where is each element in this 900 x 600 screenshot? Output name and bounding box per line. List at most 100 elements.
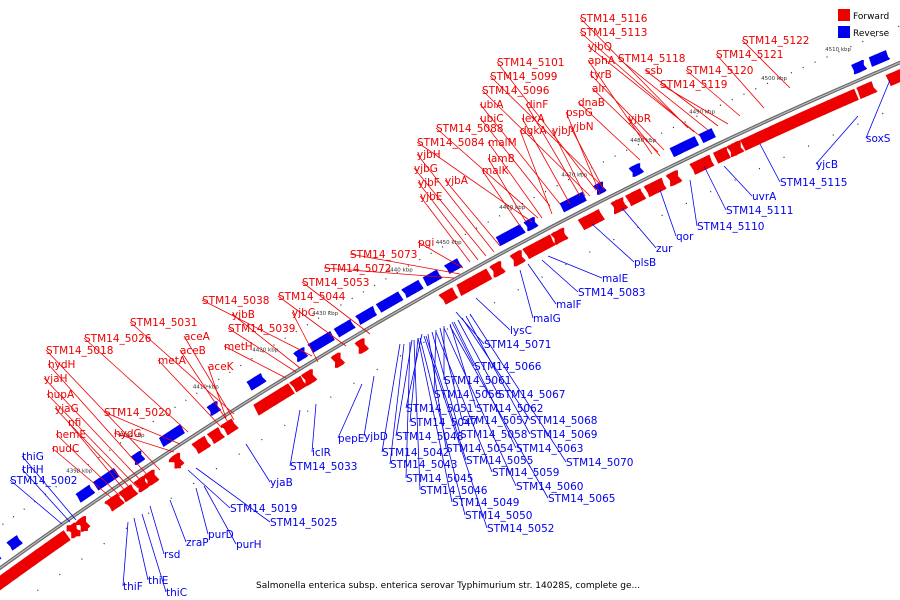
forward-gene-head	[284, 383, 299, 393]
reverse-gene	[307, 331, 335, 354]
dna-backbone	[0, 25, 900, 600]
forward-leader-line	[416, 141, 533, 223]
forward-leader-line	[201, 299, 313, 357]
reverse-gene-label: plsB	[634, 257, 656, 269]
forward-gene-label: STM14_5018	[46, 345, 113, 357]
forward-gene	[220, 418, 239, 436]
forward-gene-label: hemE	[56, 429, 86, 441]
forward-gene-label: yjbH	[417, 149, 441, 161]
forward-leader-line	[291, 311, 319, 363]
reverse-leader-line	[413, 339, 421, 491]
forward-gene	[191, 435, 212, 454]
forward-gene-label: pgi	[418, 237, 434, 249]
forward-gene	[289, 375, 308, 393]
forward-gene-head	[138, 477, 153, 487]
reverse-leader-line	[409, 337, 419, 423]
forward-leader-line	[551, 129, 586, 197]
forward-gene-label: STM14_5122	[742, 35, 809, 47]
forward-gene-label: ubiA	[480, 99, 504, 111]
reverse-leader-line	[21, 455, 77, 521]
reverse-gene-label: STM14_5110	[697, 221, 764, 233]
forward-leader-line	[496, 61, 597, 191]
forward-gene-head	[60, 530, 75, 540]
reverse-gene	[158, 424, 185, 447]
forward-leader-line	[277, 295, 347, 347]
forward-gene-label: STM14_5101	[497, 57, 564, 69]
forward-leader-line	[644, 69, 719, 127]
forward-gene-label: STM14_5039	[228, 323, 295, 335]
reverse-gene-label: STM14_5061	[444, 375, 511, 387]
forward-leader-line	[416, 153, 495, 253]
tick-label: 4450 kbp	[436, 240, 462, 246]
forward-gene-label: dnaB	[578, 97, 605, 109]
reverse-gene	[92, 467, 120, 491]
forward-leader-line	[479, 103, 561, 205]
tick-label: 4420 kbp	[252, 347, 278, 353]
forward-leader-line	[627, 117, 661, 157]
legend-forward-label: Forward	[853, 12, 889, 22]
reverse-leader-line	[591, 223, 635, 263]
reverse-gene-head	[846, 66, 860, 73]
forward-gene-label: yjbC	[292, 307, 315, 319]
forward-gene-label: yjbF	[418, 177, 440, 189]
forward-gene-label: yjbG	[414, 163, 438, 175]
forward-leader-line	[55, 433, 121, 497]
forward-leader-line	[323, 267, 455, 279]
reverse-leader-line	[455, 311, 485, 345]
forward-gene-label: aceK	[208, 361, 235, 373]
forward-gene-head	[670, 172, 686, 180]
forward-gene-label: malM	[488, 137, 517, 149]
forward-gene-label: yjbJ	[552, 125, 571, 137]
forward-gene-head	[865, 83, 882, 91]
forward-gene-label: dgkA	[520, 125, 547, 137]
forward-leader-line	[207, 365, 227, 419]
forward-gene	[522, 234, 556, 260]
forward-leader-line	[435, 127, 539, 219]
forward-gene-label: nudC	[52, 443, 79, 455]
forward-leader-line	[417, 241, 464, 269]
reverse-leader-line	[122, 521, 129, 587]
reverse-leader-line	[9, 479, 63, 525]
forward-gene-label: STM14_5084	[417, 137, 485, 149]
reverse-gene-head	[4, 542, 16, 551]
reverse-gene-label: STM14_5043	[390, 459, 457, 471]
reverse-gene	[333, 319, 356, 338]
forward-gene	[168, 452, 185, 469]
forward-leader-line	[103, 411, 181, 445]
forward-gene-label: STM14_5072	[324, 263, 391, 275]
forward-gene	[206, 427, 225, 444]
forward-gene-label: STM14_5116	[580, 13, 648, 25]
reverse-leader-line	[723, 165, 753, 197]
forward-gene	[740, 88, 859, 151]
reverse-gene-head	[243, 382, 256, 390]
forward-gene-head	[173, 454, 188, 464]
forward-gene-head	[333, 354, 348, 363]
reverse-gene-label: STM14_5045	[406, 473, 473, 485]
reverse-gene-label: STM14_5070	[566, 457, 633, 469]
reverse-gene-label: STM14_5071	[484, 339, 551, 351]
reverse-gene-label: STM14_5052	[487, 523, 554, 535]
reverse-gene-head	[89, 482, 102, 491]
forward-leader-line	[51, 447, 115, 501]
forward-leader-line	[479, 117, 551, 207]
reverse-leader-line	[465, 315, 531, 435]
forward-gene-label: STM14_5118	[618, 53, 685, 65]
reverse-gene-head	[864, 59, 877, 65]
forward-gene-label: STM14_5113	[580, 27, 647, 39]
reverse-leader-line	[195, 487, 209, 535]
forward-gene-label: malK	[482, 165, 510, 177]
reverse-gene-head	[330, 329, 343, 337]
forward-gene-label: STM14_5099	[490, 71, 557, 83]
forward-gene	[133, 476, 150, 493]
reverse-gene-label: STM14_5042	[382, 447, 449, 459]
reverse-leader-line	[203, 485, 237, 545]
forward-gene-head	[357, 340, 372, 349]
reverse-gene-label: STM14_5046	[420, 485, 488, 497]
reverse-gene	[293, 347, 309, 362]
reverse-gene-head	[290, 353, 303, 361]
forward-leader-line	[487, 141, 543, 219]
reverse-gene-label: purH	[236, 539, 262, 551]
reverse-gene	[628, 163, 645, 177]
reverse-leader-line	[187, 469, 231, 509]
forward-gene-head	[848, 90, 865, 98]
